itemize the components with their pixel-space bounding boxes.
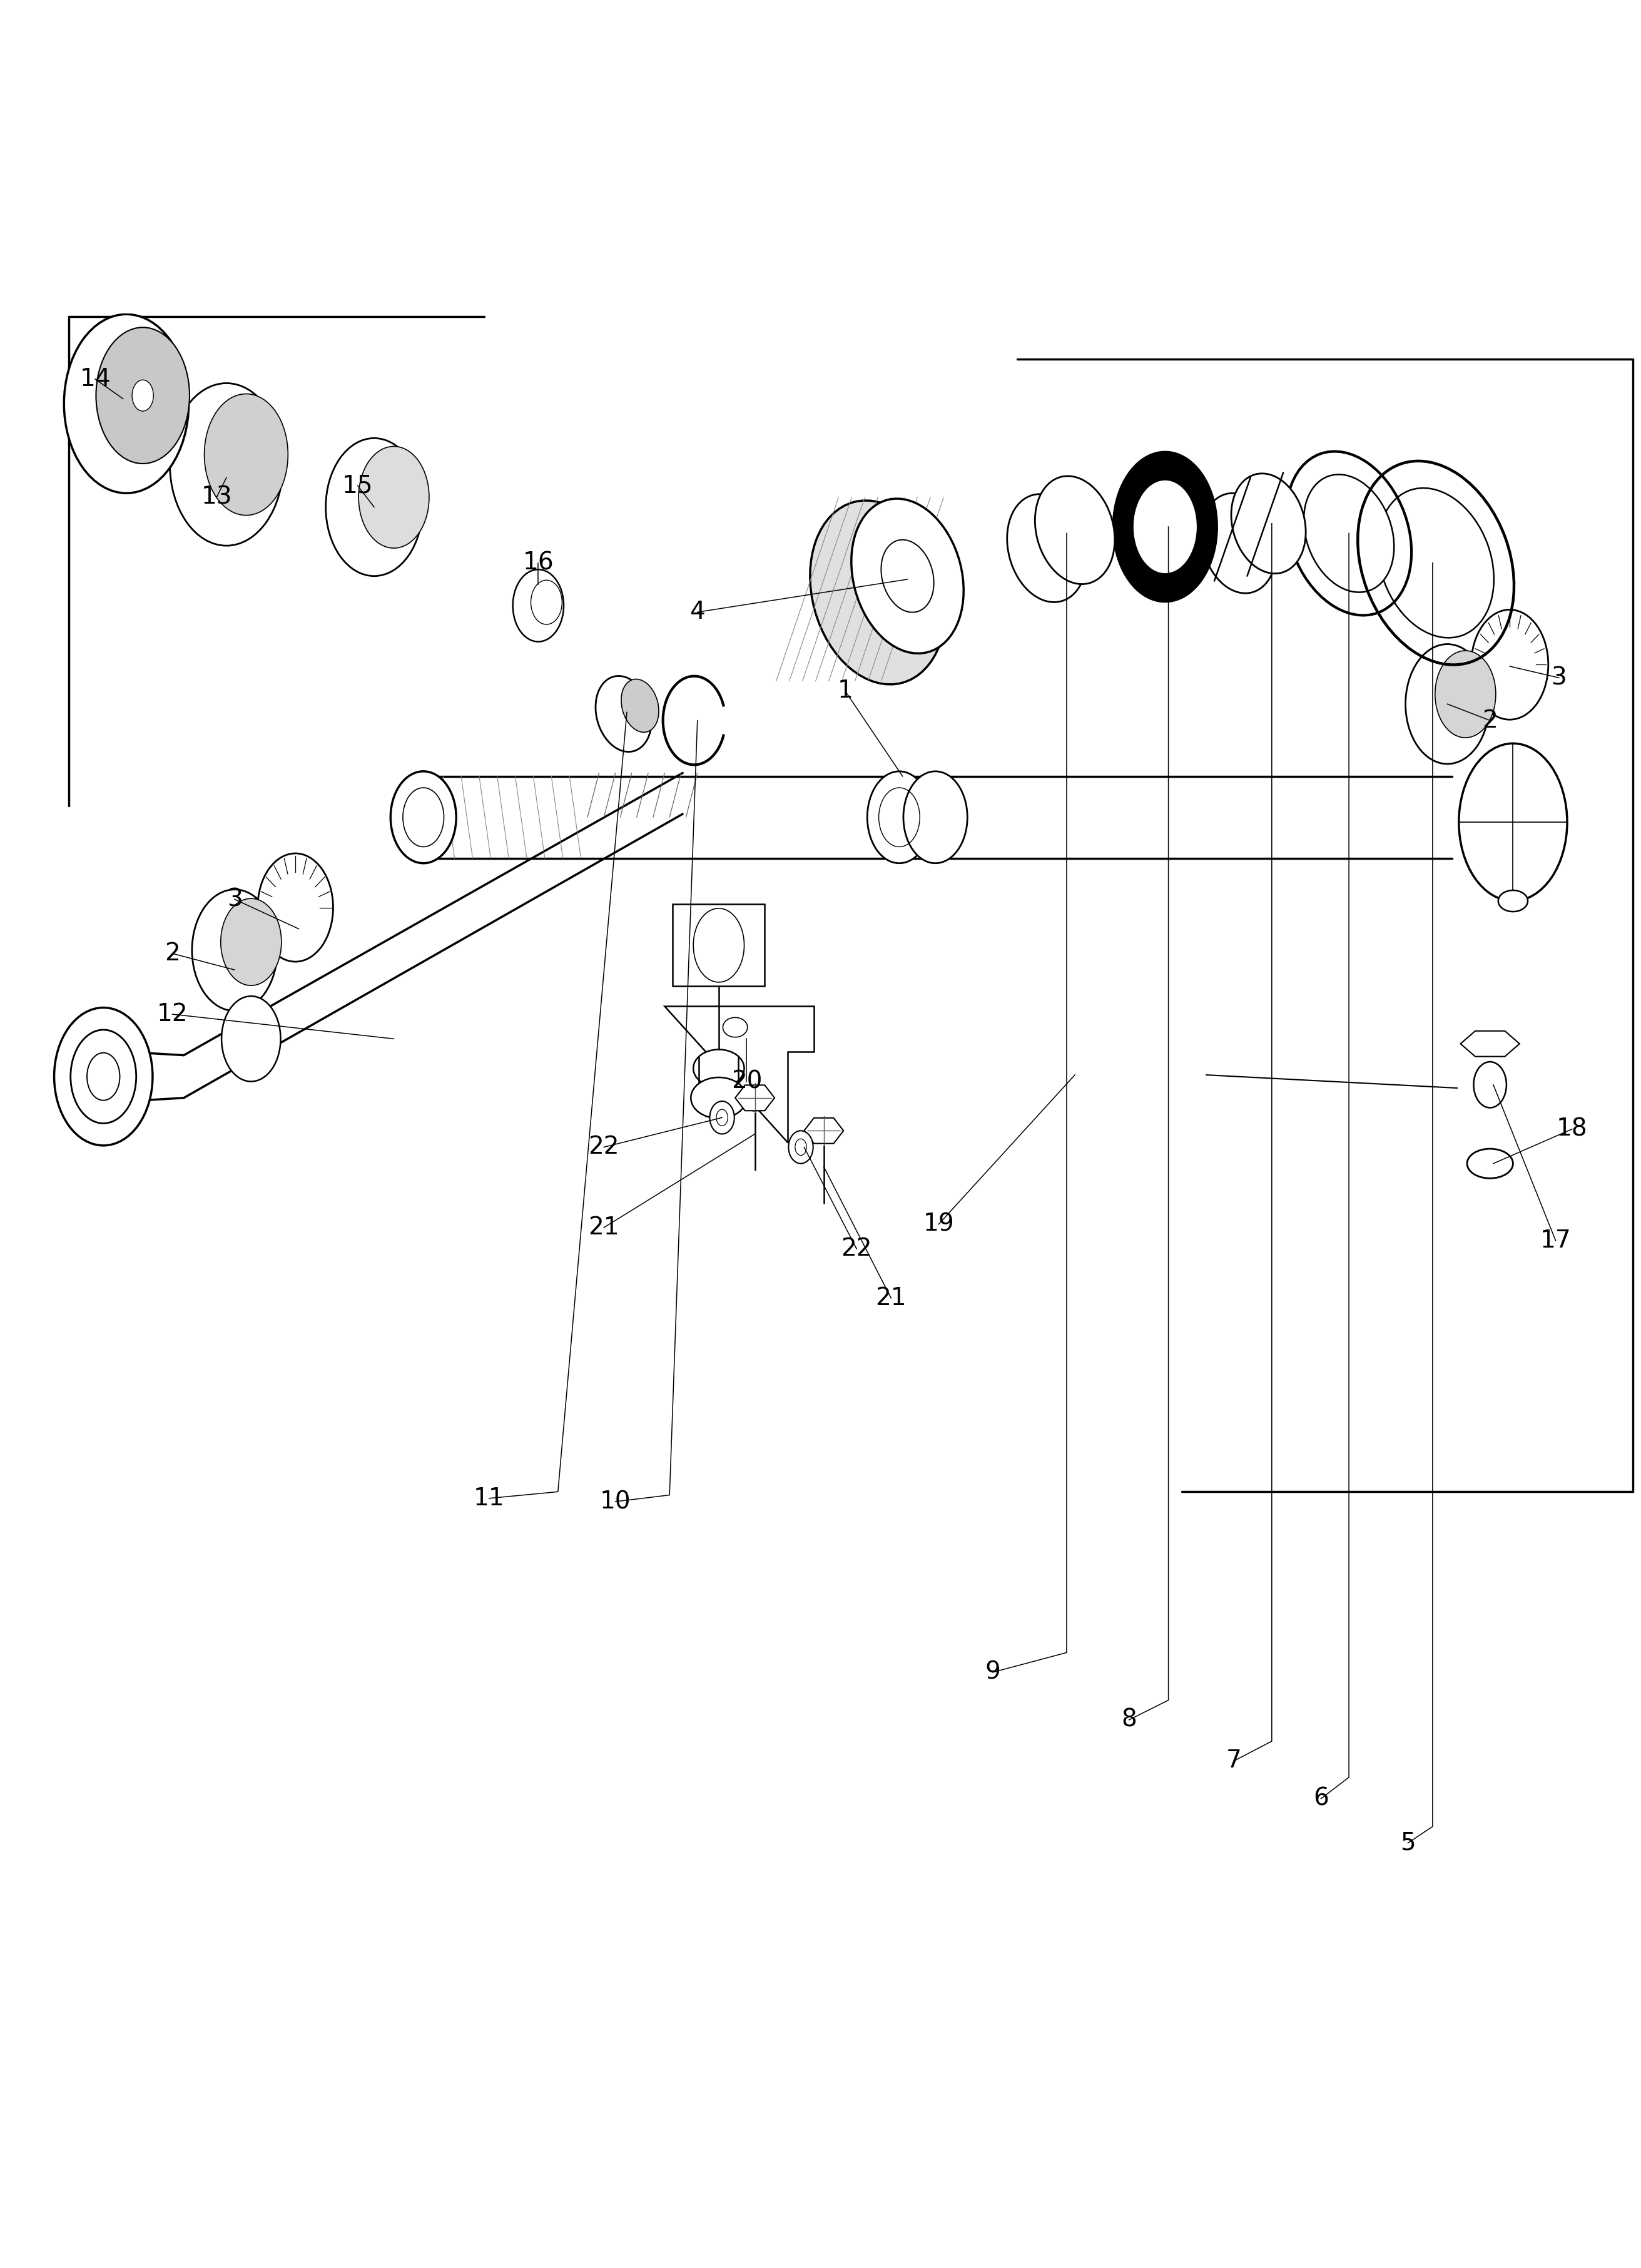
Text: 3: 3 <box>226 887 243 912</box>
Text: 22: 22 <box>589 1136 619 1159</box>
Ellipse shape <box>64 315 189 492</box>
Text: 10: 10 <box>601 1490 630 1513</box>
Ellipse shape <box>358 447 430 549</box>
Ellipse shape <box>1434 651 1495 737</box>
Text: 18: 18 <box>1557 1118 1587 1141</box>
Text: 12: 12 <box>158 1002 187 1025</box>
Ellipse shape <box>903 771 967 864</box>
Ellipse shape <box>1498 891 1528 912</box>
Ellipse shape <box>325 438 422 576</box>
Text: 8: 8 <box>1121 1708 1137 1733</box>
Text: 3: 3 <box>1551 667 1567 689</box>
Polygon shape <box>804 1118 843 1143</box>
Polygon shape <box>1113 451 1218 603</box>
Text: 11: 11 <box>474 1486 504 1510</box>
Ellipse shape <box>391 771 456 864</box>
Ellipse shape <box>709 1102 734 1134</box>
Text: 14: 14 <box>80 367 110 390</box>
Ellipse shape <box>743 1091 766 1111</box>
Ellipse shape <box>722 1018 747 1036</box>
Text: 5: 5 <box>1400 1830 1416 1855</box>
Ellipse shape <box>1008 494 1086 603</box>
Ellipse shape <box>71 1030 136 1123</box>
Ellipse shape <box>192 889 277 1012</box>
Ellipse shape <box>1467 1150 1513 1179</box>
Ellipse shape <box>512 569 565 642</box>
Ellipse shape <box>715 1109 727 1125</box>
Ellipse shape <box>1201 492 1277 594</box>
Polygon shape <box>673 905 765 987</box>
Ellipse shape <box>794 1139 806 1154</box>
Ellipse shape <box>1474 1061 1506 1107</box>
Ellipse shape <box>811 501 945 685</box>
Ellipse shape <box>1231 474 1306 574</box>
Ellipse shape <box>258 853 333 962</box>
Text: 20: 20 <box>732 1070 761 1093</box>
Ellipse shape <box>171 383 282 547</box>
Ellipse shape <box>622 678 658 733</box>
Text: 7: 7 <box>1226 1749 1242 1774</box>
Text: 4: 4 <box>689 601 706 624</box>
Ellipse shape <box>220 898 281 987</box>
Text: 17: 17 <box>1541 1229 1570 1252</box>
Text: 21: 21 <box>589 1216 619 1238</box>
Polygon shape <box>1134 481 1196 574</box>
Polygon shape <box>1460 1032 1520 1057</box>
Ellipse shape <box>1470 610 1547 719</box>
Text: 9: 9 <box>985 1660 1001 1685</box>
Ellipse shape <box>691 1077 747 1118</box>
Ellipse shape <box>852 499 963 653</box>
Ellipse shape <box>596 676 651 751</box>
Text: 1: 1 <box>837 678 853 703</box>
Ellipse shape <box>95 327 189 463</box>
Text: 19: 19 <box>924 1213 953 1236</box>
Text: 2: 2 <box>1482 708 1498 733</box>
Ellipse shape <box>1459 744 1567 900</box>
Text: 13: 13 <box>202 485 231 508</box>
Polygon shape <box>665 1007 814 1143</box>
Ellipse shape <box>1378 488 1493 637</box>
Ellipse shape <box>693 1050 743 1086</box>
Text: 16: 16 <box>523 551 553 574</box>
Text: 6: 6 <box>1313 1787 1329 1810</box>
Text: 15: 15 <box>343 474 373 497</box>
Polygon shape <box>735 1084 775 1111</box>
Text: 22: 22 <box>842 1236 871 1261</box>
Ellipse shape <box>866 771 930 864</box>
Text: 21: 21 <box>876 1286 906 1311</box>
Ellipse shape <box>1035 476 1114 585</box>
Ellipse shape <box>1405 644 1488 764</box>
Ellipse shape <box>788 1132 812 1163</box>
Ellipse shape <box>1303 474 1395 592</box>
Ellipse shape <box>222 996 281 1082</box>
Ellipse shape <box>54 1007 153 1145</box>
Ellipse shape <box>203 395 289 515</box>
Ellipse shape <box>131 381 153 411</box>
Text: 2: 2 <box>164 941 181 966</box>
